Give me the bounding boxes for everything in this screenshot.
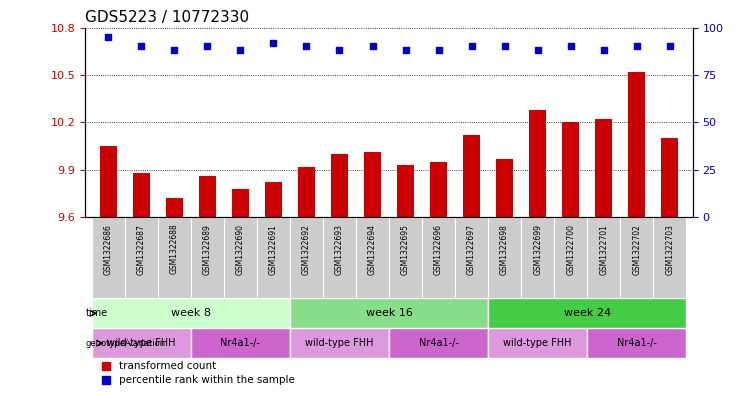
- Point: [367, 43, 379, 50]
- Text: GSM1322692: GSM1322692: [302, 224, 311, 275]
- Text: GSM1322703: GSM1322703: [665, 224, 674, 275]
- Text: GSM1322699: GSM1322699: [533, 224, 542, 275]
- Text: GSM1322702: GSM1322702: [632, 224, 641, 275]
- Bar: [290, 328, 389, 358]
- Point: [499, 43, 511, 50]
- Point: [399, 47, 411, 53]
- Bar: [331, 154, 348, 217]
- Text: GSM1322697: GSM1322697: [467, 224, 476, 275]
- Text: GSM1322689: GSM1322689: [203, 224, 212, 275]
- Bar: [662, 138, 678, 217]
- Point: [465, 43, 477, 50]
- Text: time: time: [85, 309, 107, 318]
- Bar: [488, 328, 587, 358]
- Point: [234, 47, 246, 53]
- Text: wild-type FHH: wild-type FHH: [107, 338, 176, 348]
- Bar: [265, 182, 282, 217]
- Bar: [224, 217, 257, 298]
- Bar: [596, 119, 612, 217]
- Point: [631, 43, 642, 50]
- Text: GSM1322700: GSM1322700: [566, 224, 575, 275]
- Bar: [365, 152, 381, 217]
- Bar: [323, 217, 356, 298]
- Point: [102, 34, 114, 40]
- Point: [136, 43, 147, 50]
- Bar: [562, 122, 579, 217]
- Bar: [488, 298, 686, 328]
- Bar: [191, 217, 224, 298]
- Bar: [199, 176, 216, 217]
- Text: percentile rank within the sample: percentile rank within the sample: [119, 375, 294, 385]
- Text: GSM1322701: GSM1322701: [599, 224, 608, 275]
- Text: GSM1322698: GSM1322698: [500, 224, 509, 275]
- Text: GSM1322693: GSM1322693: [335, 224, 344, 275]
- Text: GDS5223 / 10772330: GDS5223 / 10772330: [85, 10, 249, 25]
- Bar: [620, 217, 654, 298]
- Bar: [257, 217, 290, 298]
- Bar: [628, 72, 645, 217]
- Text: GSM1322694: GSM1322694: [368, 224, 377, 275]
- Text: GSM1322686: GSM1322686: [104, 224, 113, 275]
- Bar: [397, 165, 413, 217]
- Bar: [496, 159, 513, 217]
- Text: GSM1322690: GSM1322690: [236, 224, 245, 275]
- Bar: [232, 189, 249, 217]
- Bar: [133, 173, 150, 217]
- Bar: [100, 146, 116, 217]
- Bar: [654, 217, 686, 298]
- Bar: [191, 328, 290, 358]
- Point: [598, 47, 610, 53]
- Text: week 16: week 16: [365, 309, 413, 318]
- Bar: [431, 162, 447, 217]
- Bar: [389, 217, 422, 298]
- Text: GSM1322687: GSM1322687: [137, 224, 146, 275]
- Bar: [356, 217, 389, 298]
- Text: GSM1322691: GSM1322691: [269, 224, 278, 275]
- Text: wild-type FHH: wild-type FHH: [305, 338, 373, 348]
- Text: Nr4a1-/-: Nr4a1-/-: [419, 338, 459, 348]
- Text: GSM1322696: GSM1322696: [434, 224, 443, 275]
- Bar: [422, 217, 455, 298]
- Bar: [92, 298, 290, 328]
- Bar: [158, 217, 191, 298]
- Text: GSM1322695: GSM1322695: [401, 224, 410, 275]
- Point: [301, 43, 313, 50]
- Bar: [554, 217, 587, 298]
- Bar: [389, 328, 488, 358]
- Point: [565, 43, 576, 50]
- Bar: [92, 217, 124, 298]
- Text: week 24: week 24: [564, 309, 611, 318]
- Text: Nr4a1-/-: Nr4a1-/-: [221, 338, 260, 348]
- Bar: [290, 217, 323, 298]
- Point: [333, 47, 345, 53]
- Bar: [587, 328, 686, 358]
- Text: Nr4a1-/-: Nr4a1-/-: [617, 338, 657, 348]
- Bar: [521, 217, 554, 298]
- Bar: [166, 198, 182, 217]
- Bar: [463, 135, 480, 217]
- Bar: [455, 217, 488, 298]
- Text: transformed count: transformed count: [119, 361, 216, 371]
- Bar: [488, 217, 521, 298]
- Bar: [290, 298, 488, 328]
- Text: genotype/variation: genotype/variation: [85, 339, 166, 348]
- Text: week 8: week 8: [171, 309, 211, 318]
- Bar: [298, 167, 315, 217]
- Point: [202, 43, 213, 50]
- Bar: [587, 217, 620, 298]
- Point: [664, 43, 676, 50]
- Bar: [92, 328, 191, 358]
- Point: [532, 47, 544, 53]
- Text: wild-type FHH: wild-type FHH: [503, 338, 572, 348]
- Bar: [124, 217, 158, 298]
- Bar: [529, 110, 546, 217]
- Point: [168, 47, 180, 53]
- Point: [433, 47, 445, 53]
- Text: GSM1322688: GSM1322688: [170, 224, 179, 274]
- Point: [268, 40, 279, 46]
